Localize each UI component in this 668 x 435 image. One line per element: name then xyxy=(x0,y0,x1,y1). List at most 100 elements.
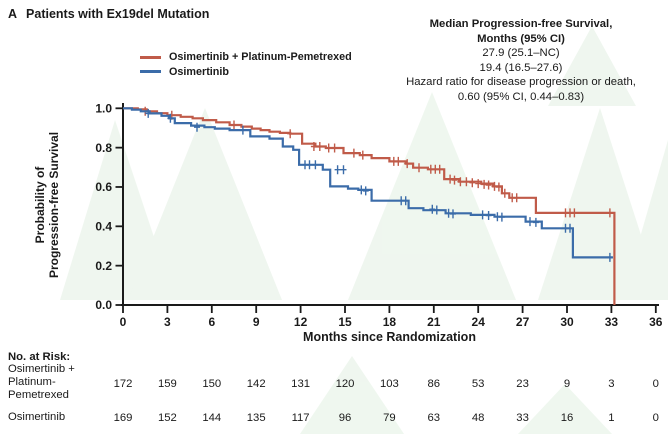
y-tick-label: 1.0 xyxy=(95,102,112,116)
stats-block: Median Progression-free Survival, Months… xyxy=(375,17,667,105)
censor-tick xyxy=(306,160,313,170)
censor-tick xyxy=(429,204,436,214)
censor-tick xyxy=(485,180,492,190)
risk-count: 1 xyxy=(608,412,615,424)
risk-count: 96 xyxy=(338,412,352,424)
censor-tick xyxy=(433,205,440,215)
censor-tick xyxy=(340,165,347,175)
censor-tick xyxy=(450,209,456,219)
panel-letter: A xyxy=(8,7,18,21)
censor-tick xyxy=(358,185,365,195)
y-tick-label: 0.4 xyxy=(95,220,112,234)
median-combo-value: 27.9 (25.1–NC) xyxy=(482,47,560,60)
watermark-triangle xyxy=(538,108,662,300)
figure-title: A Patients with Ex19del Mutation xyxy=(8,7,209,21)
risk-count: 172 xyxy=(113,378,133,390)
censor-tick xyxy=(416,163,422,173)
risk-row-label-combo: Osimertinib + Platinum- Pemetrexed xyxy=(8,363,75,401)
censor-tick xyxy=(287,129,294,139)
censor-tick xyxy=(395,156,402,166)
y-axis-title: Probability of Progression-free Survival xyxy=(33,131,61,279)
legend-label-combo: Osimertinib + Platinum-Pemetrexed xyxy=(169,51,352,64)
censor-tick xyxy=(331,143,338,153)
watermark-triangle xyxy=(348,92,516,300)
risk-count: 120 xyxy=(335,378,355,390)
risk-count: 16 xyxy=(560,412,574,424)
risk-count: 63 xyxy=(427,412,441,424)
legend-label-mono: Osimertinib xyxy=(169,65,229,78)
censor-tick xyxy=(463,177,470,187)
risk-count: 48 xyxy=(471,412,485,424)
risk-count: 159 xyxy=(157,378,177,390)
censor-tick xyxy=(404,159,411,169)
censor-tick xyxy=(475,179,482,189)
risk-count: 117 xyxy=(291,412,310,424)
censor-tick xyxy=(362,186,369,196)
risk-count: 144 xyxy=(202,412,222,424)
km-curve-mono xyxy=(123,107,613,259)
censor-tick xyxy=(479,210,486,220)
risk-count: 33 xyxy=(516,412,529,424)
censor-tick xyxy=(606,252,613,262)
risk-count: 23 xyxy=(516,378,529,390)
risk-count: 9 xyxy=(563,378,571,390)
censor-tick xyxy=(606,208,613,218)
censor-tick xyxy=(239,125,246,135)
risk-count: 79 xyxy=(383,412,396,424)
legend-line-mono xyxy=(140,70,161,74)
median-mono-value: 19.4 (16.5–27.6) xyxy=(479,61,563,74)
censor-tick xyxy=(532,217,539,227)
censor-tick xyxy=(310,142,317,151)
risk-count: 135 xyxy=(246,412,266,424)
legend-item-mono: Osimertinib xyxy=(140,65,352,80)
hazard-ratio-line2: 0.60 (95% CI, 0.44–0.83) xyxy=(457,90,585,103)
risk-count: 152 xyxy=(157,412,177,424)
x-tick-label: 6 xyxy=(208,315,215,329)
panel-title-text: Patients with Ex19del Mutation xyxy=(26,7,210,21)
censor-tick xyxy=(447,174,454,184)
x-tick-label: 15 xyxy=(338,315,352,329)
censor-tick xyxy=(571,208,578,218)
censor-tick xyxy=(194,122,200,132)
risk-count: 150 xyxy=(202,378,222,390)
x-tick-label: 21 xyxy=(427,315,441,329)
x-tick-label: 36 xyxy=(649,315,663,329)
risk-count: 169 xyxy=(113,412,133,424)
legend-line-combo xyxy=(140,55,161,59)
watermark-triangle xyxy=(300,356,404,434)
censor-tick xyxy=(501,188,508,198)
x-tick-label: 18 xyxy=(383,315,397,329)
censor-tick xyxy=(485,211,492,220)
km-curve-combo xyxy=(123,107,616,305)
censor-tick xyxy=(567,223,573,233)
watermark-triangle xyxy=(518,384,612,434)
censor-marks-mono xyxy=(145,108,613,262)
censor-tick xyxy=(495,182,502,192)
stats-heading-line2: Months (95% CI) xyxy=(477,32,565,45)
hazard-ratio-line1: Hazard ratio for disease progression or … xyxy=(406,76,636,89)
x-tick-label: 27 xyxy=(516,315,530,329)
watermark-triangles xyxy=(60,26,668,434)
risk-count: 103 xyxy=(379,378,399,390)
censor-tick xyxy=(436,164,443,174)
tick-marks xyxy=(115,107,657,313)
censor-tick xyxy=(457,177,464,187)
risk-count: 142 xyxy=(246,378,266,390)
x-tick-label: 9 xyxy=(253,315,260,329)
legend-item-combo: Osimertinib + Platinum-Pemetrexed xyxy=(140,50,352,65)
censor-tick xyxy=(312,160,319,170)
censor-tick xyxy=(469,178,476,188)
x-tick-label: 12 xyxy=(294,315,308,329)
risk-table-heading: No. at Risk: xyxy=(8,351,71,363)
tick-labels: 0.00.20.40.60.81.00 3 6 9 12 15 18 21 24 27 30 33 36 xyxy=(95,102,662,330)
censor-tick xyxy=(316,142,323,151)
y-tick-label: 0.2 xyxy=(95,259,112,273)
censor-tick xyxy=(402,196,409,206)
y-tick-label: 0.8 xyxy=(95,141,112,155)
y-tick-label: 0.6 xyxy=(95,180,112,194)
censor-tick xyxy=(334,165,341,175)
legend: Osimertinib + Platinum-Pemetrexed Osimer… xyxy=(140,50,352,79)
x-tick-label: 3 xyxy=(164,315,171,329)
